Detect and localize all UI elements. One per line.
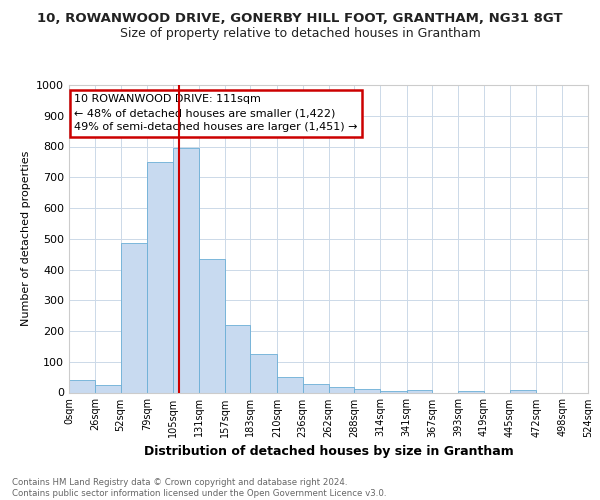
- Bar: [458, 391, 484, 392]
- Bar: [250, 354, 277, 393]
- Text: 10, ROWANWOOD DRIVE, GONERBY HILL FOOT, GRANTHAM, NG31 8GT: 10, ROWANWOOD DRIVE, GONERBY HILL FOOT, …: [37, 12, 563, 26]
- Y-axis label: Number of detached properties: Number of detached properties: [20, 151, 31, 326]
- Text: Contains HM Land Registry data © Crown copyright and database right 2024.
Contai: Contains HM Land Registry data © Crown c…: [12, 478, 386, 498]
- Bar: [173, 148, 199, 392]
- Bar: [380, 391, 407, 392]
- Bar: [95, 385, 121, 392]
- Bar: [354, 390, 380, 392]
- Bar: [199, 258, 224, 392]
- Bar: [407, 390, 433, 392]
- Text: 10 ROWANWOOD DRIVE: 111sqm
← 48% of detached houses are smaller (1,422)
49% of s: 10 ROWANWOOD DRIVE: 111sqm ← 48% of deta…: [74, 94, 358, 132]
- Bar: [277, 377, 303, 392]
- Bar: [224, 325, 250, 392]
- X-axis label: Distribution of detached houses by size in Grantham: Distribution of detached houses by size …: [143, 445, 514, 458]
- Bar: [121, 244, 147, 392]
- Bar: [329, 387, 354, 392]
- Bar: [303, 384, 329, 392]
- Bar: [147, 162, 173, 392]
- Bar: [510, 390, 536, 392]
- Text: Size of property relative to detached houses in Grantham: Size of property relative to detached ho…: [119, 28, 481, 40]
- Bar: [69, 380, 95, 392]
